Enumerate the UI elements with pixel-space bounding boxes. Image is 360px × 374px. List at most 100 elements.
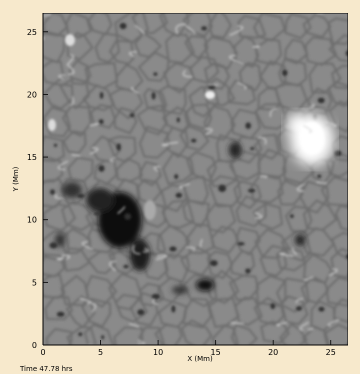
bright-network-lane: [327, 319, 340, 327]
granule-boundary: [334, 204, 348, 231]
granule-boundary: [284, 13, 312, 40]
granule-boundary: [208, 13, 232, 39]
bright-network-lane: [43, 13, 52, 17]
granule-boundary: [184, 34, 209, 60]
granule-boundary: [260, 320, 290, 345]
dark-flux-element: [237, 242, 245, 246]
granule-boundary: [65, 13, 92, 39]
dark-flux-element: [101, 335, 105, 340]
granule-boundary: [62, 130, 87, 155]
y-tick-label: 10: [27, 216, 37, 225]
granule-boundary: [280, 295, 309, 326]
bright-network-lane: [179, 183, 190, 189]
bright-network-lane: [79, 297, 92, 304]
granule-boundary: [83, 323, 114, 345]
granule-boundary: [227, 79, 257, 106]
bright-network-lane: [109, 260, 117, 272]
granule-boundary: [43, 82, 74, 110]
bright-network-lane: [109, 156, 116, 163]
granule-boundary: [323, 323, 348, 345]
x-tick-label: 25: [326, 348, 336, 357]
granule-boundary: [142, 202, 167, 229]
granule-boundary: [203, 62, 231, 90]
granule-boundary: [301, 325, 330, 345]
granule-boundary: [186, 150, 217, 183]
granule-boundary: [138, 125, 171, 159]
dark-flux-element: [151, 293, 160, 300]
bright-network-lane: [142, 247, 150, 253]
dark-flux-element: [218, 184, 227, 192]
granule-boundary: [62, 247, 91, 272]
granule-boundary: [163, 253, 190, 284]
bright-network-lane: [116, 352, 126, 354]
bright-network-lane: [328, 268, 338, 277]
granule-boundary: [156, 224, 191, 260]
bright-network-lane: [303, 276, 314, 281]
granule-boundary: [114, 13, 150, 44]
granule-boundary: [131, 13, 169, 35]
granule-boundary: [208, 297, 240, 329]
granule-boundary: [253, 133, 280, 160]
dark-flux-element: [290, 214, 294, 219]
granule-boundary: [325, 152, 348, 178]
bright-network-lane: [152, 298, 158, 305]
granule-boundary: [143, 87, 168, 113]
bright-network-lane: [66, 54, 75, 65]
granule-boundary: [202, 77, 236, 107]
bright-network-lane: [66, 63, 75, 76]
dark-flux-element: [282, 69, 288, 76]
dark-flux-element: [49, 242, 58, 249]
y-tick-label: 5: [32, 278, 37, 287]
bright-network-lane: [186, 246, 196, 252]
granule-boundary: [328, 34, 348, 62]
y-tick-label: 25: [27, 28, 37, 37]
bright-network-lane: [182, 69, 193, 78]
bright-network-lane: [323, 121, 338, 127]
granule-boundary: [215, 134, 244, 163]
dark-flux-element: [296, 306, 302, 311]
granule-boundary: [138, 160, 162, 187]
bright-network-lane: [252, 45, 260, 48]
bright-network-lane: [132, 244, 141, 255]
dark-flux-element: [346, 253, 348, 260]
bright-network-lane: [155, 255, 168, 261]
granule-boundary: [211, 324, 239, 345]
granule-boundary: [108, 39, 135, 65]
dark-flux-element: [247, 188, 256, 193]
bright-network-lane: [296, 183, 305, 192]
granule-boundary: [43, 178, 68, 209]
bright-network-lane: [62, 254, 71, 260]
granule-boundary: [234, 296, 263, 326]
bright-network-lane: [230, 322, 245, 325]
granule-boundary: [275, 246, 306, 272]
bright-network-lane: [58, 74, 66, 80]
bright-network-lane: [276, 321, 288, 327]
dark-flux-element: [77, 193, 85, 198]
dark-flux-element: [245, 122, 251, 129]
dark-flux-element: [56, 311, 65, 317]
bright-network-lane: [71, 154, 81, 157]
granule-boundary: [284, 38, 309, 65]
bright-network-lane: [54, 194, 64, 200]
dark-flux-element: [129, 113, 135, 118]
dark-flux-element: [270, 303, 276, 310]
granule-boundary: [136, 104, 169, 136]
granule-boundary: [85, 274, 118, 309]
granule-boundary: [252, 202, 284, 230]
granule-boundary: [254, 38, 283, 66]
granule-boundary: [233, 35, 260, 68]
granule-boundary: [253, 296, 285, 326]
granule-boundary: [115, 63, 144, 93]
bright-network-lane: [236, 81, 247, 90]
dark-flux-element: [153, 72, 158, 76]
x-axis-title: X (Mm): [187, 355, 213, 363]
dark-flux-element: [78, 332, 83, 337]
bright-network-lane: [161, 141, 179, 147]
granule-boundary: [275, 277, 310, 313]
granule-boundary: [179, 125, 210, 152]
granule-boundary: [81, 297, 112, 328]
bright-network-lane: [134, 24, 145, 35]
granule-boundary: [61, 105, 92, 138]
dark-flux-element: [119, 22, 127, 30]
